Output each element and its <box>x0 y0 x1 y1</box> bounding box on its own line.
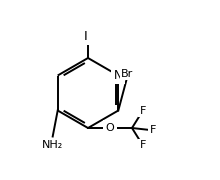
Text: N: N <box>114 69 123 82</box>
Text: F: F <box>140 140 146 150</box>
Text: I: I <box>84 30 88 42</box>
Text: Br: Br <box>121 69 134 78</box>
Text: F: F <box>150 125 156 135</box>
Text: O: O <box>106 123 114 133</box>
Text: NH₂: NH₂ <box>42 141 63 150</box>
Text: F: F <box>140 106 146 116</box>
